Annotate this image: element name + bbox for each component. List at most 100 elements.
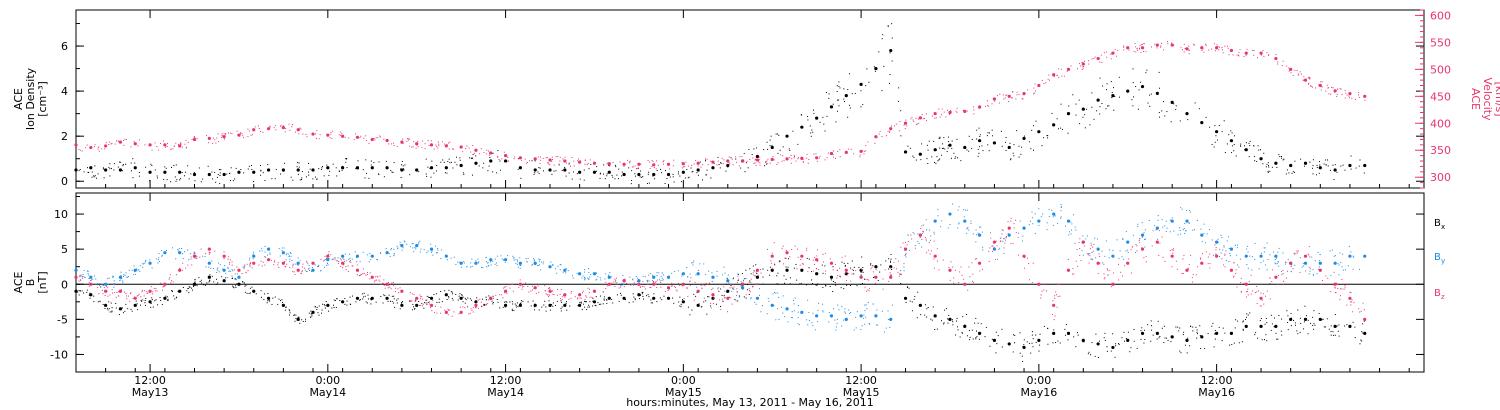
density-sample <box>706 169 708 171</box>
by-sample <box>187 249 189 251</box>
by-sample <box>306 270 308 272</box>
velocity-sample <box>801 156 803 158</box>
bx-sample <box>436 301 438 303</box>
bx-sample <box>1127 331 1129 333</box>
density-sample <box>1138 89 1140 91</box>
velocity-sample <box>254 126 256 128</box>
velocity-sample <box>537 156 539 158</box>
velocity-sample <box>1294 69 1296 71</box>
bz-sample <box>723 295 725 297</box>
by-sample <box>1319 253 1321 255</box>
density-sample <box>555 170 557 172</box>
by-point <box>1096 247 1100 251</box>
bz-sample <box>182 262 184 264</box>
velocity-sample <box>216 137 218 139</box>
velocity-sample <box>738 165 740 167</box>
density-sample <box>97 173 99 175</box>
by-sample <box>633 282 635 284</box>
bx-sample <box>1328 328 1330 330</box>
bx-sample <box>1214 338 1216 340</box>
bx-sample <box>323 304 325 306</box>
bx-sample <box>796 279 798 281</box>
density-sample <box>909 147 911 149</box>
by-sample <box>219 264 221 266</box>
velocity-sample <box>687 165 689 167</box>
velocity-sample <box>790 162 792 164</box>
velocity-sample <box>1183 43 1185 45</box>
density-sample <box>947 147 949 149</box>
by-sample <box>1254 243 1256 245</box>
bz-sample <box>981 268 983 270</box>
density-sample <box>1159 116 1161 118</box>
velocity-sample <box>449 141 451 143</box>
bz-sample <box>156 290 158 292</box>
by-sample <box>291 259 293 261</box>
bz-point <box>178 268 182 272</box>
density-sample <box>939 158 941 160</box>
velocity-sample <box>528 160 530 162</box>
density-sample <box>247 168 249 170</box>
bx-sample <box>588 304 590 306</box>
bx-sample <box>940 320 942 322</box>
by-sample <box>123 276 125 278</box>
bz-sample <box>1339 299 1341 301</box>
bx-sample <box>1264 323 1266 325</box>
bx-point <box>1185 338 1189 343</box>
velocity-sample <box>731 158 733 160</box>
bx-sample <box>384 295 386 297</box>
velocity-sample <box>288 123 290 125</box>
bz-sample <box>175 274 177 276</box>
by-sample <box>124 274 126 276</box>
bx-sample <box>346 300 348 302</box>
bx-sample <box>862 266 864 268</box>
by-sample <box>161 250 163 252</box>
by-sample <box>869 323 871 325</box>
bx-sample <box>1057 340 1059 342</box>
by-sample <box>1308 273 1310 275</box>
bx-sample <box>1022 360 1024 362</box>
bz-sample <box>1130 249 1132 251</box>
bz-sample <box>264 264 266 266</box>
bx-sample <box>461 294 463 296</box>
bx-point <box>948 317 952 321</box>
bx-sample <box>349 296 351 298</box>
velocity-sample <box>448 142 450 144</box>
velocity-sample <box>950 109 952 111</box>
bx-sample <box>956 320 958 322</box>
bx-sample <box>977 322 979 324</box>
by-sample <box>1189 222 1191 224</box>
density-sample <box>621 175 623 177</box>
density-sample <box>976 129 978 131</box>
bz-sample <box>1053 319 1055 321</box>
velocity-sample <box>514 156 516 158</box>
bz-sample <box>1269 298 1271 300</box>
density-sample <box>982 150 984 152</box>
density-sample <box>355 168 357 170</box>
by-sample <box>390 249 392 251</box>
density-sample <box>499 160 501 162</box>
bz-sample <box>689 284 691 286</box>
bx-sample <box>996 343 998 345</box>
by-sample <box>1003 253 1005 255</box>
bx-sample <box>543 304 545 306</box>
velocity-sample <box>173 145 175 147</box>
by-sample <box>1209 228 1211 230</box>
velocity-sample <box>330 133 332 135</box>
bz-point <box>1140 247 1145 251</box>
by-sample <box>533 259 535 261</box>
bz-sample <box>532 285 534 287</box>
bz-point <box>1200 261 1204 265</box>
by-sample <box>1173 230 1175 232</box>
bx-sample <box>1038 350 1040 352</box>
density-sample <box>942 143 944 145</box>
bx-sample <box>176 296 178 298</box>
bz-sample <box>394 291 396 293</box>
bz-sample <box>914 247 916 249</box>
bz-sample <box>1209 253 1211 255</box>
bx-sample <box>152 306 154 308</box>
density-sample <box>103 177 105 179</box>
by-sample <box>762 305 764 307</box>
bz-sample <box>190 256 192 258</box>
velocity-sample <box>430 140 432 142</box>
